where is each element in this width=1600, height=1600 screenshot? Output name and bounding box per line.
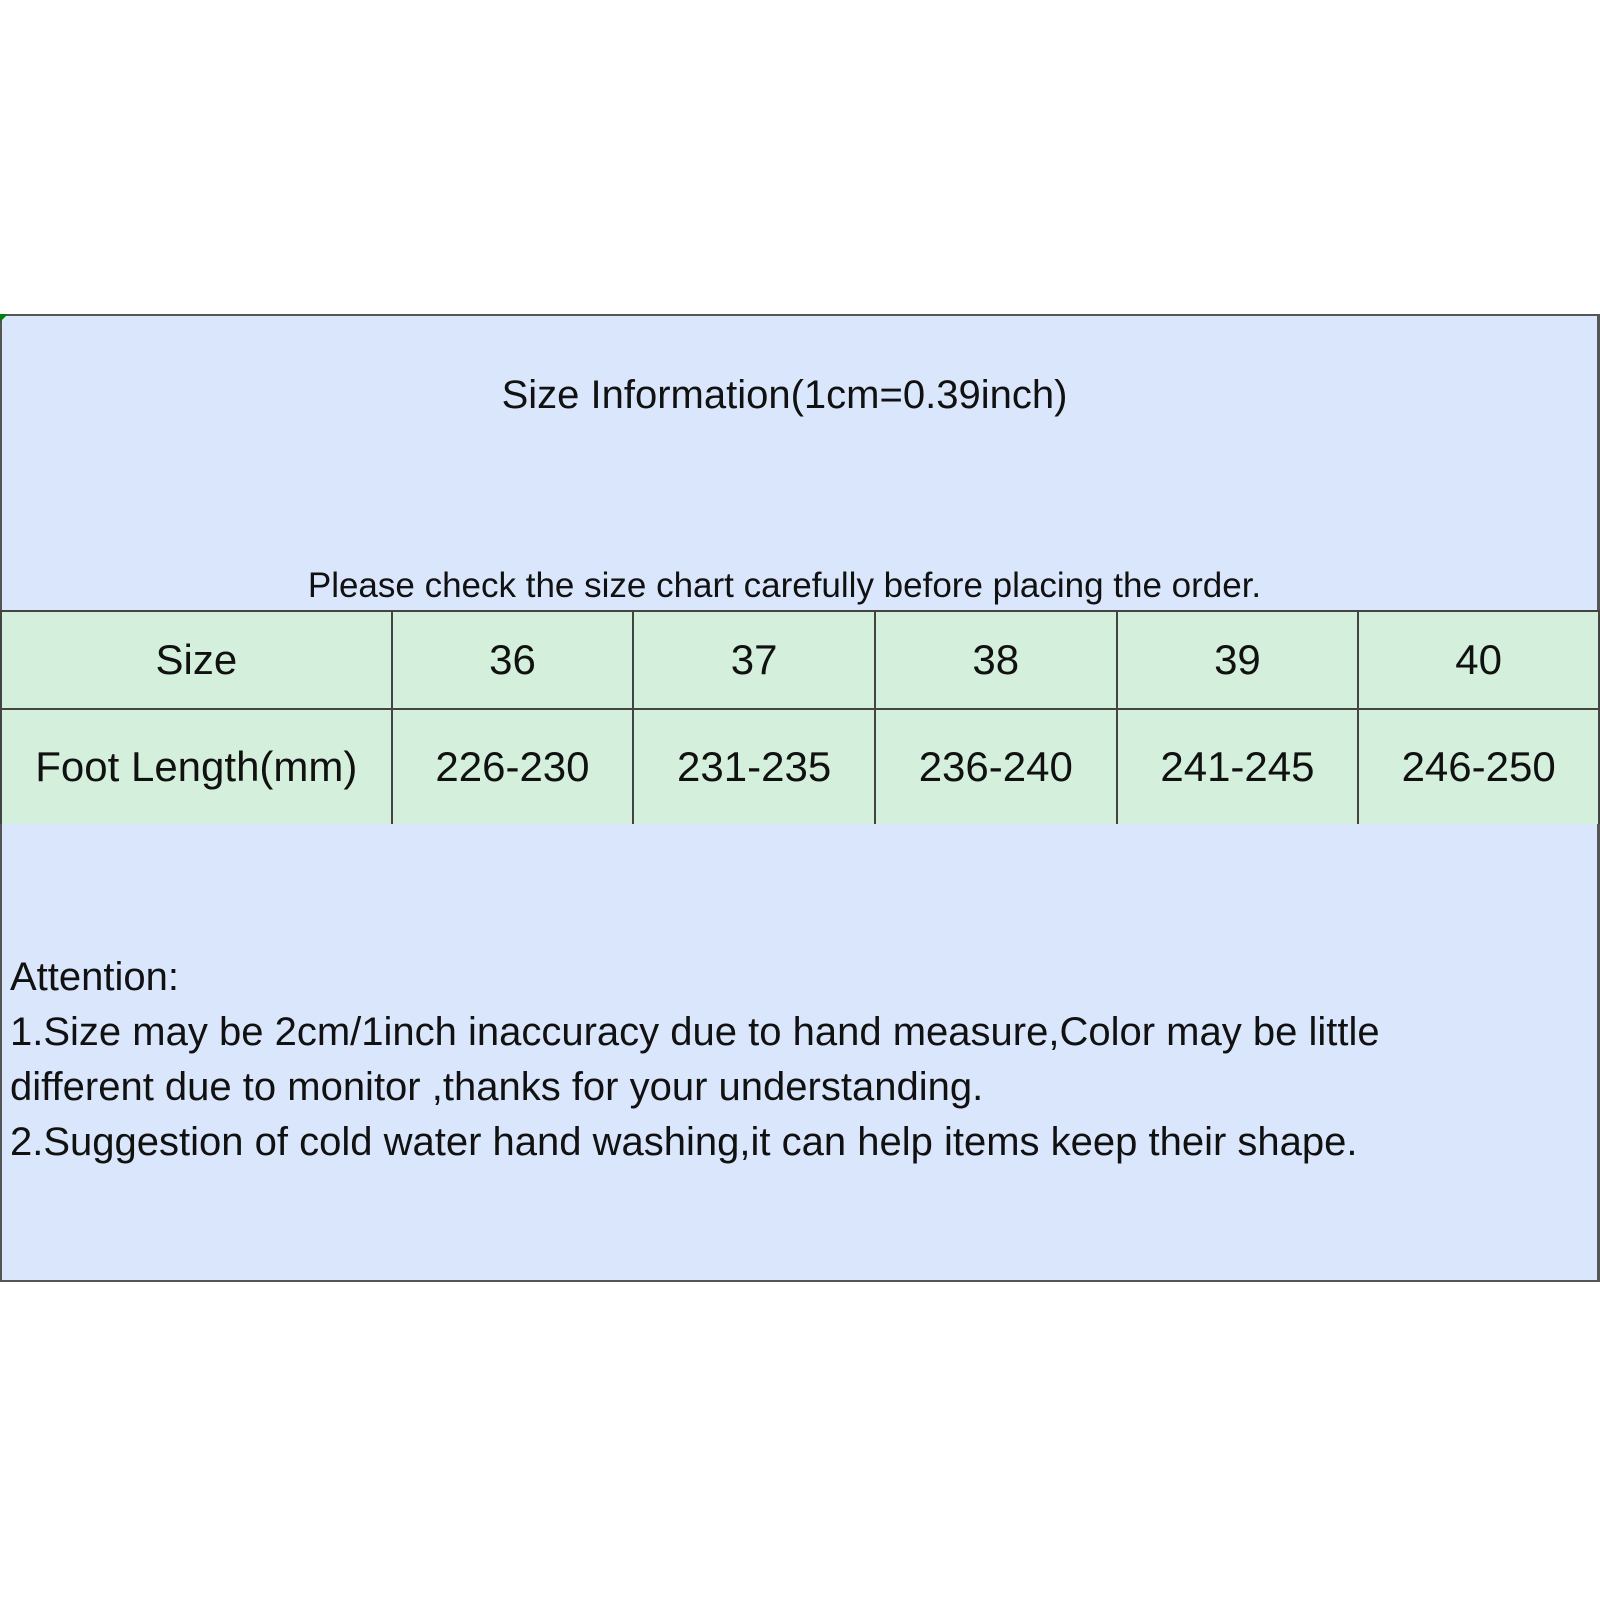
table-cell: 241-245: [1115, 708, 1360, 826]
table-cell: 231-235: [632, 708, 876, 826]
table-cell: 38: [873, 610, 1118, 710]
size-table: Size 36 37 38 39 40 Foot Length(mm) 226-…: [0, 610, 1600, 826]
row-label: Foot Length(mm): [0, 708, 393, 826]
table-cell: 39: [1115, 610, 1360, 710]
attention-line: 1.Size may be 2cm/1inch inaccuracy due t…: [10, 1010, 1380, 1054]
attention-line: different due to monitor ,thanks for you…: [10, 1065, 984, 1109]
table-row-foot-length: Foot Length(mm) 226-230 231-235 236-240 …: [0, 708, 1600, 826]
table-cell: 37: [632, 610, 876, 710]
size-info-title: Size Information(1cm=0.39inch): [0, 314, 1600, 476]
table-cell: 36: [390, 610, 635, 710]
subtitle-cell: Please check the size chart carefully be…: [0, 474, 1600, 612]
attention-section: Attention: 1.Size may be 2cm/1inch inacc…: [0, 824, 1600, 1282]
table-cell: 236-240: [873, 708, 1118, 826]
attention-line: 2.Suggestion of cold water hand washing,…: [10, 1120, 1358, 1164]
corner-marker: [0, 314, 8, 322]
subtitle-text: Please check the size chart carefully be…: [307, 566, 1262, 605]
table-row-size: Size 36 37 38 39 40: [0, 610, 1600, 710]
table-cell: 226-230: [390, 708, 635, 826]
row-label: Size: [0, 610, 393, 710]
table-cell: 246-250: [1357, 708, 1600, 826]
attention-heading: Attention:: [10, 955, 180, 999]
table-cell: 40: [1357, 610, 1600, 710]
title-text: Size Information(1cm=0.39inch): [501, 372, 1068, 417]
